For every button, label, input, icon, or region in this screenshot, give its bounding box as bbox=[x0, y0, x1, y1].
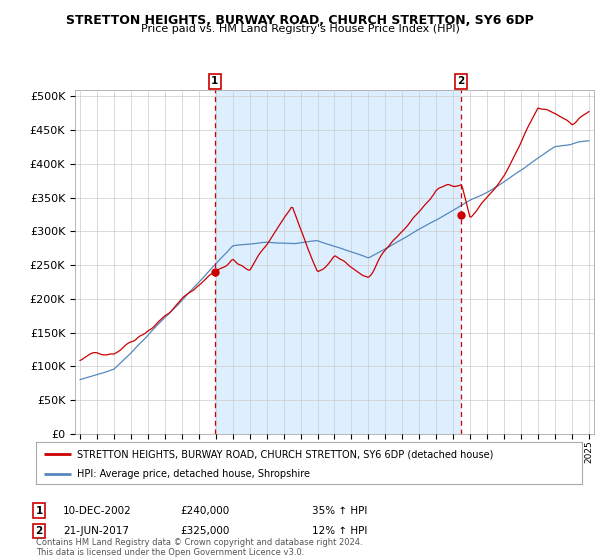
Text: 1: 1 bbox=[211, 76, 218, 86]
Text: 12% ↑ HPI: 12% ↑ HPI bbox=[312, 526, 367, 536]
Text: Contains HM Land Registry data © Crown copyright and database right 2024.
This d: Contains HM Land Registry data © Crown c… bbox=[36, 538, 362, 557]
Text: HPI: Average price, detached house, Shropshire: HPI: Average price, detached house, Shro… bbox=[77, 469, 310, 479]
Text: 10-DEC-2002: 10-DEC-2002 bbox=[63, 506, 132, 516]
Text: Price paid vs. HM Land Registry's House Price Index (HPI): Price paid vs. HM Land Registry's House … bbox=[140, 24, 460, 34]
Text: 35% ↑ HPI: 35% ↑ HPI bbox=[312, 506, 367, 516]
Text: 21-JUN-2017: 21-JUN-2017 bbox=[63, 526, 129, 536]
Text: 2: 2 bbox=[458, 76, 465, 86]
Text: £240,000: £240,000 bbox=[180, 506, 229, 516]
Text: 1: 1 bbox=[35, 506, 43, 516]
Text: STRETTON HEIGHTS, BURWAY ROAD, CHURCH STRETTON, SY6 6DP: STRETTON HEIGHTS, BURWAY ROAD, CHURCH ST… bbox=[66, 14, 534, 27]
Text: 2: 2 bbox=[35, 526, 43, 536]
Text: STRETTON HEIGHTS, BURWAY ROAD, CHURCH STRETTON, SY6 6DP (detached house): STRETTON HEIGHTS, BURWAY ROAD, CHURCH ST… bbox=[77, 449, 493, 459]
Text: £325,000: £325,000 bbox=[180, 526, 229, 536]
Bar bbox=[215, 90, 461, 434]
